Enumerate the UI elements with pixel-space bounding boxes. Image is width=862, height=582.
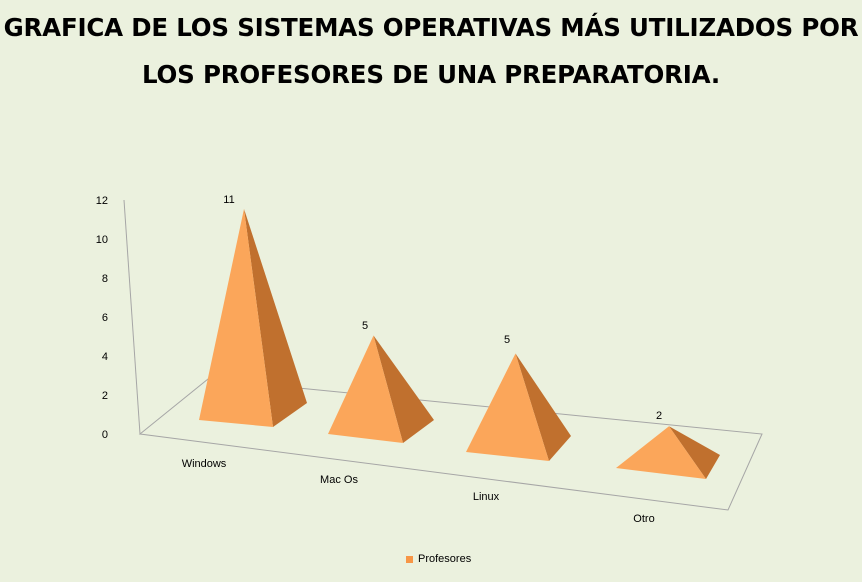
chart-marks bbox=[199, 208, 720, 479]
legend: Profesores bbox=[406, 553, 471, 565]
category-label: Mac Os bbox=[320, 474, 358, 486]
pyramid-linux bbox=[466, 353, 571, 461]
data-label: 5 bbox=[362, 320, 368, 332]
category-label: Windows bbox=[182, 458, 227, 470]
y-tick-label: 10 bbox=[96, 234, 108, 246]
pyramid-front-face bbox=[616, 426, 706, 479]
pyramid-side-face bbox=[373, 335, 434, 443]
category-label: Otro bbox=[633, 513, 654, 525]
y-axis-ticks: 0 2 4 6 8 10 12 bbox=[96, 195, 108, 441]
pyramid-front-face bbox=[199, 208, 273, 427]
pyramid-front-face bbox=[466, 353, 549, 461]
x-axis-categories: Windows Mac Os Linux Otro bbox=[182, 458, 655, 525]
data-label: 11 bbox=[223, 194, 234, 206]
legend-label: Profesores bbox=[418, 553, 472, 565]
chart-title: GRAFICA DE LOS SISTEMAS OPERATIVAS MÁS U… bbox=[0, 4, 862, 98]
pyramid-side-face bbox=[244, 208, 307, 427]
y-tick-label: 8 bbox=[102, 273, 108, 285]
pyramid-mac-os bbox=[328, 335, 434, 443]
data-label: 2 bbox=[656, 410, 662, 422]
pyramid-front-face bbox=[328, 335, 403, 443]
data-label: 5 bbox=[504, 334, 510, 346]
y-tick-label: 2 bbox=[102, 390, 108, 402]
chart-title-line-1: GRAFICA DE LOS SISTEMAS OPERATIVAS MÁS U… bbox=[3, 13, 859, 42]
y-tick-label: 4 bbox=[102, 351, 108, 363]
category-label: Linux bbox=[473, 491, 500, 503]
y-tick-label: 12 bbox=[96, 195, 108, 207]
y-tick-label: 0 bbox=[102, 429, 108, 441]
y-axis-line bbox=[123, 199, 141, 435]
chart-axes bbox=[123, 199, 763, 511]
floor-plane bbox=[138, 378, 763, 511]
y-tick-label: 6 bbox=[102, 312, 108, 324]
data-labels: 11 5 5 2 bbox=[223, 194, 662, 422]
pyramid-windows bbox=[199, 208, 307, 427]
legend-swatch bbox=[406, 555, 413, 563]
pyramid-otro bbox=[616, 426, 720, 479]
chart-title-line-2: LOS PROFESORES DE UNA PREPARATORIA. bbox=[142, 60, 720, 89]
pyramid-side-face bbox=[515, 353, 571, 461]
pyramid-side-face bbox=[669, 426, 720, 479]
